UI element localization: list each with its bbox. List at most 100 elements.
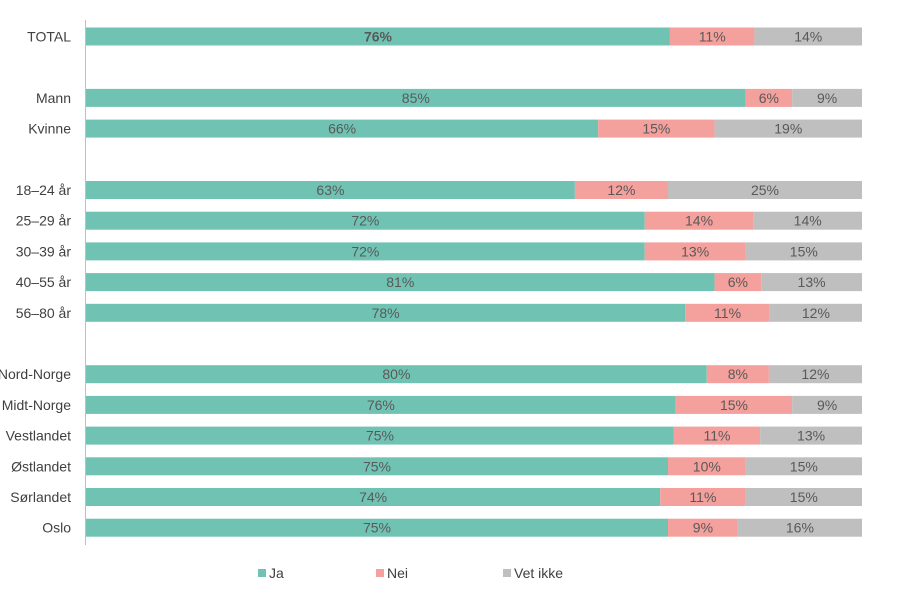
bar-ja: [86, 488, 661, 506]
legend-swatch-vet-ikke: [503, 569, 511, 577]
bar-ja: [86, 119, 599, 138]
data-label: 75%: [363, 458, 391, 474]
bar-nei: [685, 303, 770, 322]
legend-label: Vet ikke: [514, 565, 563, 581]
data-label: 66%: [328, 121, 356, 137]
data-label: 9%: [817, 397, 837, 413]
data-label: 72%: [351, 213, 379, 229]
data-label: 12%: [801, 366, 829, 382]
data-label: 76%: [364, 29, 393, 45]
bar-vet-ikke: [745, 242, 862, 261]
category-label: Nord-Norge: [0, 366, 71, 382]
data-label: 76%: [367, 397, 395, 413]
data-label: 63%: [316, 182, 344, 198]
bar-vet-ikke: [792, 395, 862, 414]
data-label: 75%: [366, 428, 394, 444]
bar-ja: [86, 211, 645, 230]
data-label: 6%: [728, 274, 748, 290]
category-label: 56–80 år: [16, 305, 72, 321]
category-label: Midt-Norge: [2, 397, 71, 413]
category-label: 25–29 år: [16, 213, 72, 229]
bar-nei: [644, 242, 746, 261]
data-label: 11%: [689, 489, 716, 505]
bar-ja: [86, 303, 686, 322]
legend: Ja Nei Vet ikke: [258, 565, 563, 581]
category-label: 40–55 år: [16, 274, 72, 290]
labels-layer: TOTAL 76% 11% 14% Mann 85% 6% 9% Kvinne 66% 15% 19%…: [0, 29, 837, 536]
bar-ja: [86, 426, 674, 445]
data-label: 13%: [681, 243, 709, 259]
bar-ja: [86, 273, 715, 292]
data-label: 6%: [759, 90, 779, 106]
data-label: 25%: [751, 182, 779, 198]
bar-vet-ikke: [768, 365, 862, 384]
data-label: 80%: [382, 366, 410, 382]
data-label: 14%: [794, 213, 822, 229]
bar-vet-ikke: [745, 488, 862, 506]
category-label: Mann: [36, 90, 71, 106]
legend-swatch-ja: [258, 569, 266, 577]
data-label: 11%: [699, 29, 726, 45]
data-label: 12%: [802, 305, 830, 321]
category-label: 18–24 år: [16, 182, 72, 198]
bar-ja: [86, 27, 670, 46]
data-label: 72%: [351, 243, 379, 259]
data-label: 9%: [817, 90, 837, 106]
bar-vet-ikke: [754, 27, 862, 46]
data-label: 14%: [794, 29, 822, 45]
bar-nei: [574, 181, 668, 199]
data-label: 12%: [607, 182, 635, 198]
bar-ja: [86, 365, 707, 384]
data-label: 15%: [790, 243, 818, 259]
data-label: 78%: [372, 305, 400, 321]
bar-vet-ikke: [737, 518, 862, 537]
data-label: 75%: [363, 520, 391, 536]
bar-ja: [86, 242, 645, 261]
data-label: 11%: [703, 428, 730, 444]
category-label: TOTAL: [27, 29, 71, 45]
data-label: 85%: [402, 90, 430, 106]
bar-vet-ikke: [761, 273, 862, 292]
bar-nei: [745, 88, 793, 107]
category-label: Sørlandet: [10, 489, 71, 505]
category-label: Oslo: [42, 520, 71, 536]
data-label: 9%: [693, 520, 713, 536]
bar-nei: [598, 119, 715, 138]
category-label: Vestlandet: [6, 428, 71, 444]
bar-nei: [669, 27, 755, 46]
bars-layer: [86, 27, 862, 537]
data-label: 8%: [728, 366, 748, 382]
data-label: 81%: [386, 274, 414, 290]
category-label: Østlandet: [11, 458, 71, 474]
data-label: 15%: [720, 397, 748, 413]
bar-nei: [644, 211, 754, 230]
data-label: 10%: [693, 458, 721, 474]
bar-nei: [714, 273, 762, 292]
data-label: 13%: [798, 274, 826, 290]
legend-label: Ja: [269, 565, 284, 581]
bar-ja: [86, 457, 668, 476]
bar-vet-ikke: [769, 303, 862, 322]
data-label: 15%: [790, 489, 818, 505]
data-label: 14%: [685, 213, 713, 229]
legend-label: Nei: [387, 565, 408, 581]
bar-ja: [86, 181, 575, 199]
bar-vet-ikke: [760, 426, 862, 445]
bar-vet-ikke: [792, 88, 862, 107]
bar-nei: [660, 488, 746, 506]
bar-nei: [675, 395, 793, 414]
legend-swatch-nei: [376, 569, 384, 577]
data-label: 11%: [714, 305, 741, 321]
data-label: 16%: [786, 520, 814, 536]
bar-vet-ikke: [745, 457, 862, 476]
bar-ja: [86, 395, 676, 414]
bar-vet-ikke: [714, 119, 862, 138]
category-label: Kvinne: [28, 121, 71, 137]
bar-nei: [668, 518, 738, 537]
bar-nei: [668, 457, 746, 476]
bar-vet-ikke: [753, 211, 862, 230]
data-label: 13%: [797, 428, 825, 444]
data-label: 15%: [790, 458, 818, 474]
data-label: 19%: [774, 121, 802, 137]
